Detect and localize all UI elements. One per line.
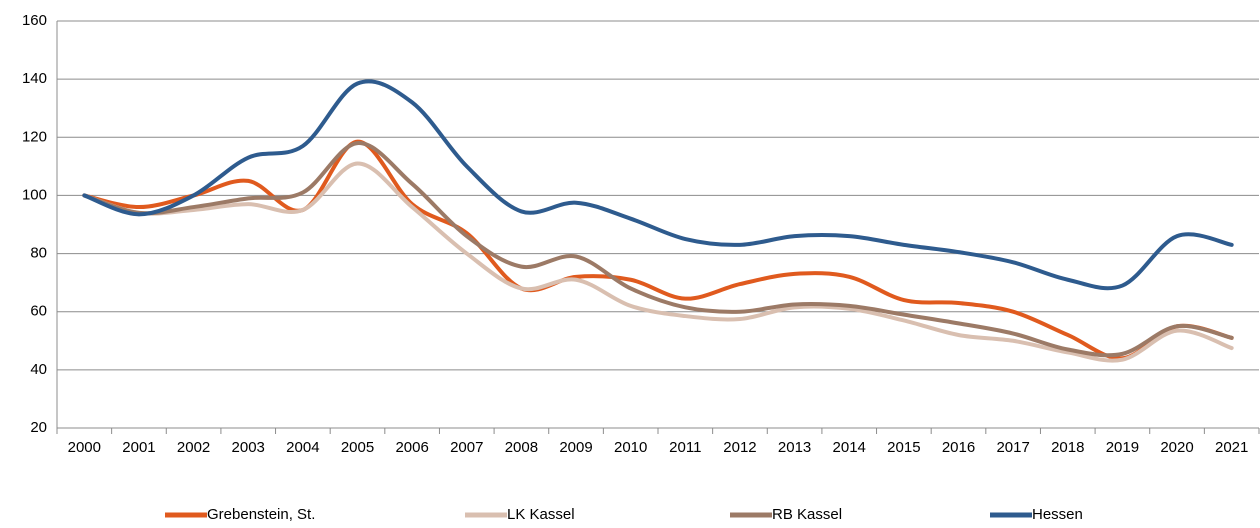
legend-label: LK Kassel [507,506,575,523]
series-line [82,139,1234,361]
x-tick-label: 2008 [505,439,538,456]
x-tick-label: 2016 [942,439,975,456]
y-tick-label: 100 [22,186,47,203]
x-tick-label: 2002 [177,439,210,456]
legend-label: Hessen [1032,506,1083,523]
y-tick-label: 20 [30,419,47,436]
y-tick-label: 60 [30,303,47,320]
x-tick-label: 2015 [887,439,920,456]
y-tick-label: 40 [30,361,47,378]
x-tick-label: 2006 [395,439,428,456]
x-tick-label: 2010 [614,439,647,456]
x-tick-label: 2007 [450,439,483,456]
x-tick-label: 2017 [996,439,1029,456]
y-tick-label: 160 [22,12,47,29]
y-tick-label: 80 [30,245,47,262]
x-tick-label: 2013 [778,439,811,456]
series-line [82,79,1234,291]
series-line [82,141,1234,358]
legend-label: Grebenstein, St. [207,506,315,523]
x-tick-label: 2009 [559,439,592,456]
x-tick-label: 2003 [232,439,265,456]
x-tick-label: 2012 [723,439,756,456]
y-tick-label: 140 [22,70,47,87]
series-line [82,161,1234,363]
x-tick-label: 2004 [286,439,319,456]
x-tick-label: 2018 [1051,439,1084,456]
x-tick-label: 2005 [341,439,374,456]
x-tick-label: 2000 [68,439,101,456]
x-tick-label: 2001 [122,439,155,456]
x-tick-label: 2021 [1215,439,1248,456]
x-tick-label: 2014 [833,439,866,456]
x-tick-label: 2020 [1160,439,1193,456]
legend-label: RB Kassel [772,506,842,523]
y-tick-label: 120 [22,128,47,145]
x-tick-label: 2019 [1106,439,1139,456]
x-tick-label: 2011 [669,439,701,456]
